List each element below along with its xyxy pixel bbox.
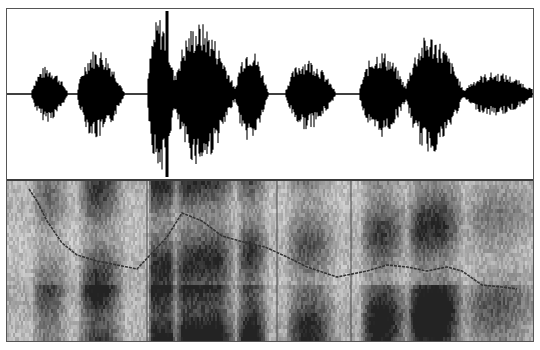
audio-analysis-view <box>6 8 534 342</box>
pitch-track <box>28 188 518 290</box>
waveform-panel <box>7 9 533 179</box>
spectrogram-plot <box>7 181 533 341</box>
waveform-plot <box>7 11 533 177</box>
waveform-trace <box>31 11 533 177</box>
spectrogram-panel <box>7 181 533 341</box>
spectrogram-texture <box>7 181 533 341</box>
panel-divider <box>7 179 533 181</box>
